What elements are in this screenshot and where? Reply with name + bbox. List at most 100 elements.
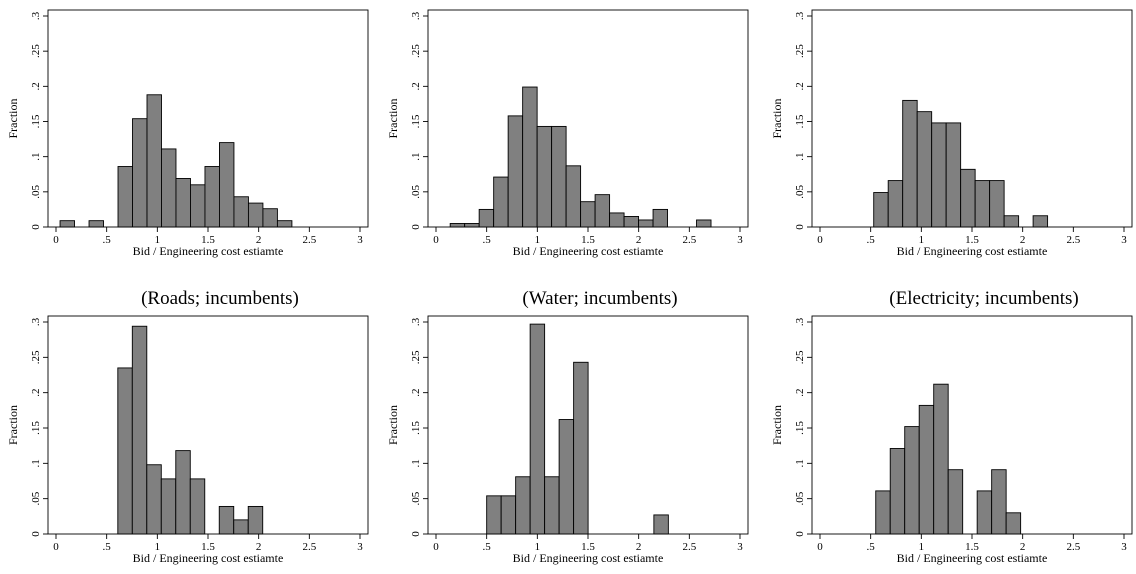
histogram-bar: [558, 419, 575, 535]
histogram-bar: [189, 478, 206, 535]
x-tick-label: 3: [1121, 541, 1127, 553]
y-tick-label: .15: [794, 421, 806, 435]
x-tick-label: 1.5: [201, 234, 215, 246]
x-tick-label: 0: [433, 541, 439, 553]
x-tick-label: 2.5: [1066, 541, 1080, 553]
y-tick-label: .1: [794, 459, 806, 467]
histogram-bar: [1005, 512, 1022, 535]
histogram-bar: [175, 450, 191, 535]
y-tick-label: .15: [410, 114, 422, 128]
x-axis-label: Bid / Engineering cost estiamte: [897, 244, 1048, 258]
histogram-bar: [889, 448, 906, 535]
histogram-bar: [904, 426, 920, 535]
histogram-bar: [247, 505, 264, 535]
histogram-bar: [486, 495, 502, 535]
y-axis-label: Fraction: [6, 99, 20, 139]
histogram-bar: [945, 122, 962, 228]
histogram-bar: [609, 212, 625, 228]
histogram-bar: [1003, 215, 1020, 228]
histogram-bar: [974, 180, 991, 228]
y-tick-label: 0: [794, 531, 806, 537]
x-tick-label: 2: [636, 541, 642, 553]
histogram-bar: [131, 325, 148, 535]
x-tick-label: 1: [155, 541, 161, 553]
x-tick-label: 2: [256, 541, 262, 553]
histogram-panel-3: 0 .5 1 1.5 2 2.5 3 0 .05 .1 .15 .2 .25 .3 Bid / Engine…: [770, 9, 1133, 309]
histogram-bar: [696, 219, 712, 228]
x-tick-label: 2: [1020, 234, 1026, 246]
x-tick-label: 1: [919, 541, 925, 553]
y-tick-label: .2: [30, 82, 42, 90]
x-axis-label: Bid / Engineering cost estiamte: [897, 551, 1048, 565]
y-tick-label: .1: [410, 153, 422, 161]
x-tick-label: 3: [357, 234, 363, 246]
histogram-bar: [464, 223, 480, 228]
histogram-panel-6: 0 .5 1 1.5 2 2.5 3 0 .05 .1 .15 .2 .25 .3 Bid / Engine…: [770, 315, 1133, 565]
y-axis-label: Fraction: [6, 405, 20, 445]
histogram-bar: [515, 476, 531, 535]
histogram-bar: [507, 115, 524, 228]
histogram-bar: [873, 192, 889, 228]
x-tick-label: 1: [535, 541, 541, 553]
histogram-bar: [875, 490, 891, 535]
histogram-bar: [522, 86, 538, 228]
x-tick-label: .5: [483, 541, 492, 553]
histogram-bar: [262, 208, 278, 228]
histogram-bar: [594, 194, 611, 228]
x-tick-label: 0: [53, 234, 59, 246]
histogram-bar: [117, 166, 133, 228]
histogram-bar: [88, 220, 104, 228]
x-tick-label: 0: [53, 541, 59, 553]
histogram-bar: [146, 94, 162, 228]
histogram-bar: [478, 208, 495, 228]
histogram-bar: [960, 168, 976, 228]
y-tick-label: .3: [794, 11, 806, 20]
y-tick-label: .3: [30, 317, 42, 326]
histogram-bar: [536, 125, 553, 228]
y-tick-label: .05: [30, 184, 42, 198]
x-tick-label: 3: [737, 234, 743, 246]
histogram-bar: [573, 361, 589, 535]
histogram-bar: [989, 180, 1005, 228]
y-tick-label: .25: [410, 350, 422, 364]
y-tick-label: 0: [30, 531, 42, 537]
histogram-bar: [146, 464, 162, 535]
histogram-bar: [160, 478, 177, 535]
histogram-bar: [887, 180, 904, 228]
y-tick-label: .05: [794, 184, 806, 198]
y-tick-label: .25: [30, 44, 42, 58]
x-tick-label: .5: [867, 541, 876, 553]
y-tick-label: .25: [410, 44, 422, 58]
x-tick-label: 0: [817, 234, 823, 246]
y-tick-label: .2: [410, 82, 422, 90]
y-axis-label: Fraction: [770, 99, 784, 139]
x-tick-label: .5: [103, 234, 112, 246]
y-tick-label: .1: [410, 459, 422, 467]
y-tick-label: .3: [410, 11, 422, 20]
y-tick-label: .15: [30, 421, 42, 435]
y-tick-label: .15: [30, 114, 42, 128]
y-tick-label: .3: [794, 317, 806, 326]
histogram-bar: [544, 476, 560, 535]
histogram-bar: [500, 495, 517, 535]
y-tick-label: .25: [30, 350, 42, 364]
histogram-bar: [623, 215, 640, 228]
histogram-bar: [580, 201, 596, 228]
x-tick-label: 1.5: [965, 541, 979, 553]
plot-frame: [427, 9, 749, 228]
histogram-bar: [652, 208, 668, 228]
y-axis-label: Fraction: [770, 405, 784, 445]
x-tick-label: 1.5: [201, 541, 215, 553]
x-tick-label: 2: [1020, 541, 1026, 553]
x-tick-label: 2.5: [682, 234, 696, 246]
x-tick-label: 2.5: [302, 541, 316, 553]
panel-caption: (Water; incumbents): [522, 288, 677, 309]
histogram-bar: [190, 184, 206, 228]
x-tick-label: 3: [737, 541, 743, 553]
x-tick-label: 0: [433, 234, 439, 246]
y-tick-label: .2: [30, 389, 42, 397]
y-tick-label: .05: [794, 491, 806, 505]
histogram-bar: [132, 118, 148, 228]
histogram-bar: [218, 505, 235, 535]
plot-frame: [811, 315, 1133, 535]
